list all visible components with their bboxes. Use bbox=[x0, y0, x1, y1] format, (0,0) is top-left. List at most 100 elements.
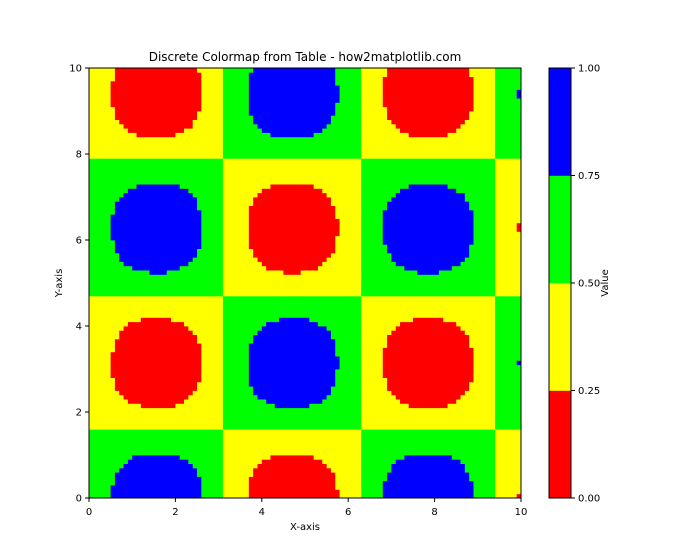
heatmap-cell bbox=[361, 261, 397, 267]
heatmap-cell bbox=[387, 115, 470, 120]
heatmap-cell bbox=[197, 252, 224, 258]
heatmap-cell bbox=[222, 201, 254, 206]
heatmap-cell bbox=[89, 485, 111, 490]
heatmap-cell bbox=[361, 472, 388, 477]
heatmap-cell bbox=[123, 463, 194, 469]
heatmap-cell bbox=[222, 252, 254, 258]
heatmap-cell bbox=[222, 227, 250, 232]
heatmap-cell bbox=[361, 209, 384, 215]
heatmap-cell bbox=[89, 390, 120, 396]
heatmap-cell bbox=[382, 227, 474, 232]
heatmap-cell bbox=[495, 158, 522, 163]
heatmap-cell bbox=[495, 347, 522, 353]
heatmap-cell bbox=[89, 123, 124, 129]
heatmap-cell bbox=[330, 334, 362, 340]
heatmap-cell bbox=[495, 442, 522, 447]
heatmap-cell bbox=[361, 476, 388, 482]
heatmap-cell bbox=[464, 192, 496, 198]
heatmap-cell bbox=[89, 433, 224, 439]
heatmap-cell bbox=[400, 128, 457, 133]
heatmap-cell bbox=[361, 424, 496, 430]
heatmap-cell bbox=[248, 480, 336, 486]
heatmap-cell bbox=[89, 218, 111, 224]
heatmap-cell bbox=[495, 338, 522, 344]
heatmap-cell bbox=[89, 381, 116, 387]
heatmap-cell bbox=[89, 446, 224, 452]
heatmap-cell bbox=[110, 485, 202, 490]
heatmap-cell bbox=[248, 231, 340, 237]
heatmap-cell bbox=[184, 321, 224, 327]
heatmap-cell bbox=[335, 351, 362, 357]
heatmap-cell bbox=[382, 240, 474, 245]
heatmap-cell bbox=[110, 369, 202, 374]
heatmap-cell bbox=[361, 343, 388, 348]
heatmap-cell bbox=[361, 360, 384, 366]
heatmap-cell bbox=[222, 446, 362, 452]
heatmap-cell bbox=[495, 308, 522, 314]
heatmap-cell bbox=[266, 265, 319, 271]
heatmap-cell bbox=[516, 227, 522, 232]
y-tick-label: 10 bbox=[69, 64, 82, 75]
heatmap-cell bbox=[222, 493, 250, 499]
heatmap-cell bbox=[222, 394, 258, 400]
heatmap-cell bbox=[361, 480, 384, 486]
heatmap-cell bbox=[140, 403, 176, 409]
heatmap-cell bbox=[253, 119, 332, 125]
heatmap-cell bbox=[89, 437, 224, 443]
heatmap-cell bbox=[495, 326, 522, 331]
heatmap-cell bbox=[89, 115, 116, 120]
heatmap-cell bbox=[222, 158, 362, 163]
heatmap-cell bbox=[222, 265, 267, 271]
heatmap-cell bbox=[89, 85, 111, 90]
heatmap-cell bbox=[335, 347, 362, 353]
heatmap-cell bbox=[473, 218, 496, 224]
heatmap-cell bbox=[443, 317, 496, 323]
heatmap-cell bbox=[248, 244, 336, 249]
heatmap-cell bbox=[114, 201, 198, 206]
heatmap-cell bbox=[361, 446, 496, 452]
heatmap-cell bbox=[387, 476, 470, 482]
heatmap-cell bbox=[382, 364, 474, 370]
heatmap-cell bbox=[473, 214, 496, 219]
colorbar-segment bbox=[549, 68, 571, 176]
heatmap-cell bbox=[339, 356, 362, 361]
heatmap-cell bbox=[413, 317, 444, 323]
heatmap-cell bbox=[119, 467, 198, 473]
heatmap-cell bbox=[361, 205, 388, 211]
heatmap-cell bbox=[330, 330, 362, 335]
heatmap-cell bbox=[495, 175, 522, 181]
colorbar-label: Value bbox=[600, 269, 611, 296]
heatmap-cell bbox=[417, 270, 440, 275]
heatmap-cell bbox=[330, 467, 362, 473]
heatmap-cell bbox=[469, 244, 496, 249]
heatmap-cell bbox=[361, 450, 496, 456]
y-axis-label: Y-axis bbox=[54, 269, 65, 299]
heatmap-cell bbox=[495, 89, 518, 95]
heatmap-cell bbox=[123, 192, 194, 198]
heatmap-cell bbox=[339, 489, 362, 495]
heatmap-cell bbox=[222, 231, 250, 237]
heatmap-cell bbox=[188, 261, 224, 267]
heatmap-cell bbox=[201, 85, 224, 90]
heatmap-cell bbox=[326, 257, 362, 262]
heatmap-cell bbox=[361, 313, 496, 318]
heatmap-cell bbox=[361, 136, 496, 142]
heatmap-cell bbox=[495, 123, 522, 129]
heatmap-cell bbox=[248, 222, 340, 228]
heatmap-cell bbox=[253, 386, 332, 391]
heatmap-cell bbox=[89, 283, 224, 288]
heatmap-cell bbox=[89, 231, 111, 237]
heatmap-cell bbox=[201, 209, 224, 215]
heatmap-cell bbox=[89, 209, 116, 215]
y-tick-label: 2 bbox=[76, 408, 82, 419]
heatmap-cell bbox=[361, 459, 397, 464]
heatmap-cell bbox=[495, 450, 522, 456]
heatmap-cell bbox=[495, 85, 522, 90]
heatmap-cell bbox=[114, 338, 198, 344]
heatmap-cell bbox=[89, 106, 116, 112]
heatmap-cell bbox=[89, 128, 129, 133]
heatmap-cell bbox=[361, 283, 496, 288]
heatmap-cell bbox=[400, 399, 457, 404]
heatmap-cell bbox=[89, 248, 116, 254]
heatmap-cell bbox=[361, 308, 496, 314]
